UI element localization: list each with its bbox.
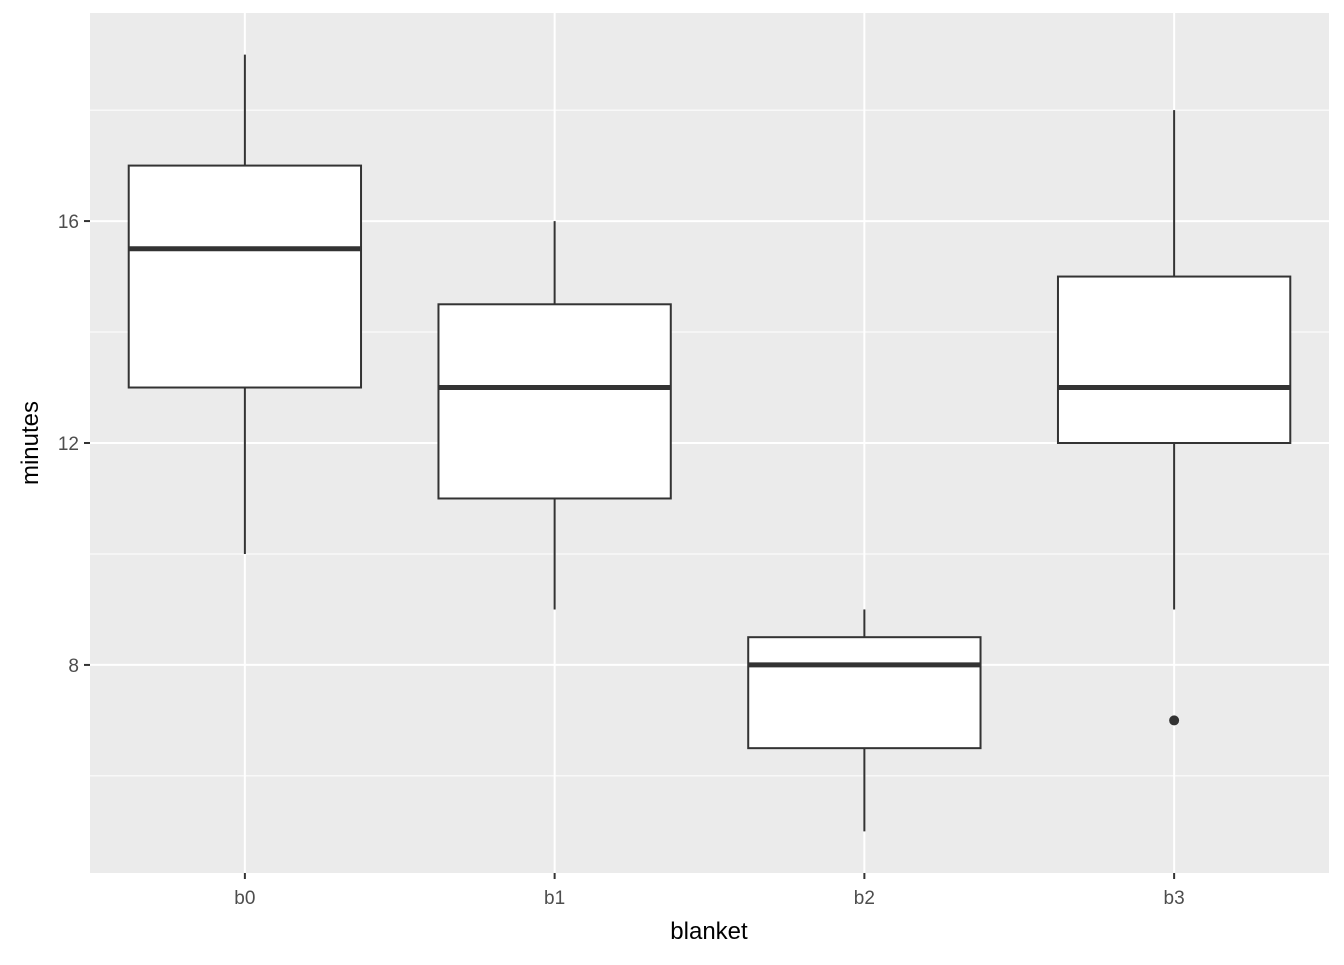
outlier-point [1169, 715, 1180, 726]
x-tick-label: b2 [854, 888, 875, 909]
y-tick-label: 8 [68, 656, 79, 677]
x-tick-label: b0 [234, 888, 255, 909]
box-b2 [747, 609, 982, 832]
x-tick-label: b1 [544, 888, 565, 909]
box-b0 [127, 54, 363, 554]
x-tick-label: b3 [1164, 888, 1185, 909]
y-axis-title: minutes [17, 401, 44, 485]
x-axis-title: blanket [670, 918, 748, 945]
boxes [127, 54, 1292, 832]
box-b3 [1056, 110, 1292, 726]
box-iqr [1056, 275, 1292, 445]
x-axis: b0 b1 b2 b3 [234, 873, 1185, 909]
box-iqr [127, 164, 363, 389]
y-tick-label: 12 [58, 434, 79, 455]
box-iqr [437, 303, 672, 500]
box-b1 [437, 221, 672, 610]
y-axis: 8 12 16 [58, 212, 90, 677]
y-tick-label: 16 [58, 212, 79, 233]
box-iqr [747, 636, 982, 750]
